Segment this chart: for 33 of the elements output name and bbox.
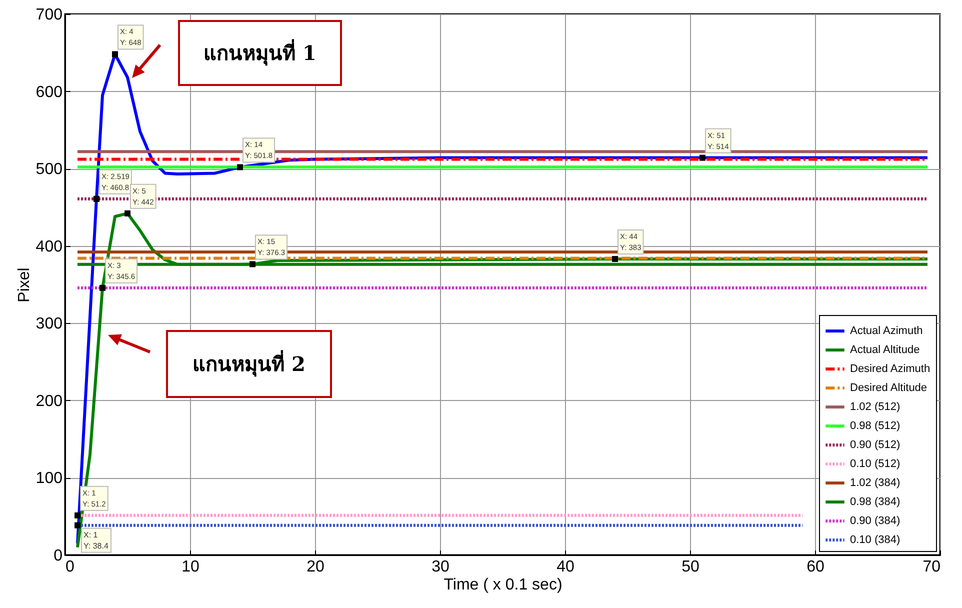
y-axis-title: Pixel xyxy=(16,268,33,302)
legend-label: Desired Altitude xyxy=(850,382,928,394)
x-tick-label: 30 xyxy=(432,558,450,576)
legend-label: 0.10 (512) xyxy=(850,458,900,470)
x-tick-label: 50 xyxy=(682,558,700,576)
y-tick-label: 0 xyxy=(54,548,63,564)
x-tick-label: 40 xyxy=(556,558,574,576)
legend-label: 1.02 (384) xyxy=(850,477,900,489)
annotation: แกนหมุนที่ 1 xyxy=(178,20,342,86)
x-tick-label: 20 xyxy=(306,558,324,576)
legend-label: 1.02 (512) xyxy=(850,401,900,413)
y-tick-label: 400 xyxy=(36,238,63,256)
x-tick-label: 0 xyxy=(66,558,74,576)
x-tick-label: 60 xyxy=(806,558,824,576)
legend-label: Actual Azimuth xyxy=(850,325,923,337)
y-tick-label: 500 xyxy=(36,161,63,178)
x-tick-label: 10 xyxy=(182,558,200,576)
y-tick-label: 600 xyxy=(36,84,63,101)
legend-label: 0.98 (512) xyxy=(850,420,900,432)
legend-label: Actual Altitude xyxy=(850,344,920,356)
legend-label: 0.90 (512) xyxy=(850,439,900,451)
x-tick-label: 70 xyxy=(922,558,941,576)
y-tick-label: 100 xyxy=(36,470,63,488)
legend-label: 0.98 (384) xyxy=(850,496,900,508)
legend-label: 0.10 (384) xyxy=(850,534,900,546)
y-tick-label: 300 xyxy=(36,316,63,333)
y-tick-label: 700 xyxy=(36,6,63,24)
annotation: แกนหมุนที่ 2 xyxy=(166,330,332,398)
y-tick-label: 200 xyxy=(36,392,63,410)
legend-label: Desired Azimuth xyxy=(850,363,930,375)
x-axis-title: Time ( x 0.1 sec) xyxy=(444,576,562,594)
legend-label: 0.90 (384) xyxy=(850,515,900,527)
annotation: X: 1 Y: 38.4 xyxy=(84,530,109,550)
